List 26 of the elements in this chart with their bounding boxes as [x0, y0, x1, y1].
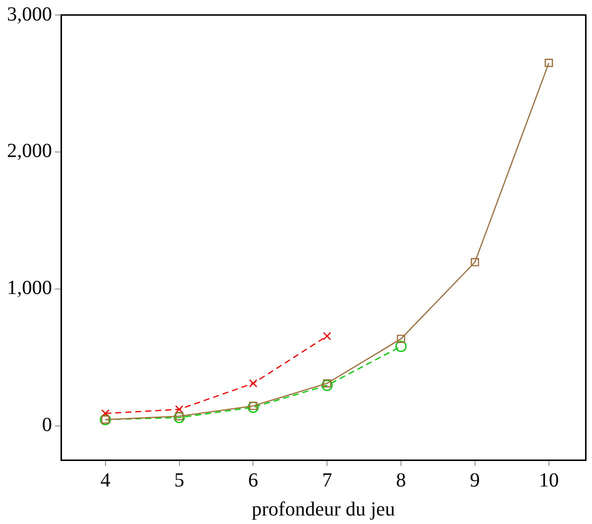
point — [322, 379, 332, 388]
point — [248, 402, 259, 413]
x-tick-label: 10 — [538, 469, 559, 492]
x-tick-label: 4 — [100, 469, 110, 492]
y-tick-label: 3,000 — [7, 3, 52, 26]
x-tick-label: 7 — [322, 469, 332, 492]
x-tick-label: 8 — [396, 469, 406, 492]
x-tick-label: 5 — [174, 469, 184, 492]
x-tick-label: 6 — [248, 469, 258, 492]
point — [395, 340, 407, 352]
y-tick-label: 1,000 — [7, 277, 52, 300]
point — [322, 332, 332, 340]
point — [174, 412, 185, 424]
point — [396, 334, 406, 343]
point — [249, 402, 258, 410]
x-tick-label: 9 — [470, 469, 480, 492]
point — [321, 380, 333, 391]
y-tick-label: 0 — [42, 414, 52, 436]
y-tick-label: 2,000 — [7, 140, 52, 162]
point — [101, 409, 110, 418]
point — [175, 412, 184, 420]
point — [175, 405, 184, 414]
point — [470, 258, 480, 266]
point — [544, 58, 553, 68]
point — [249, 379, 258, 388]
x-axis-title: profondeur du jeu — [252, 498, 396, 520]
